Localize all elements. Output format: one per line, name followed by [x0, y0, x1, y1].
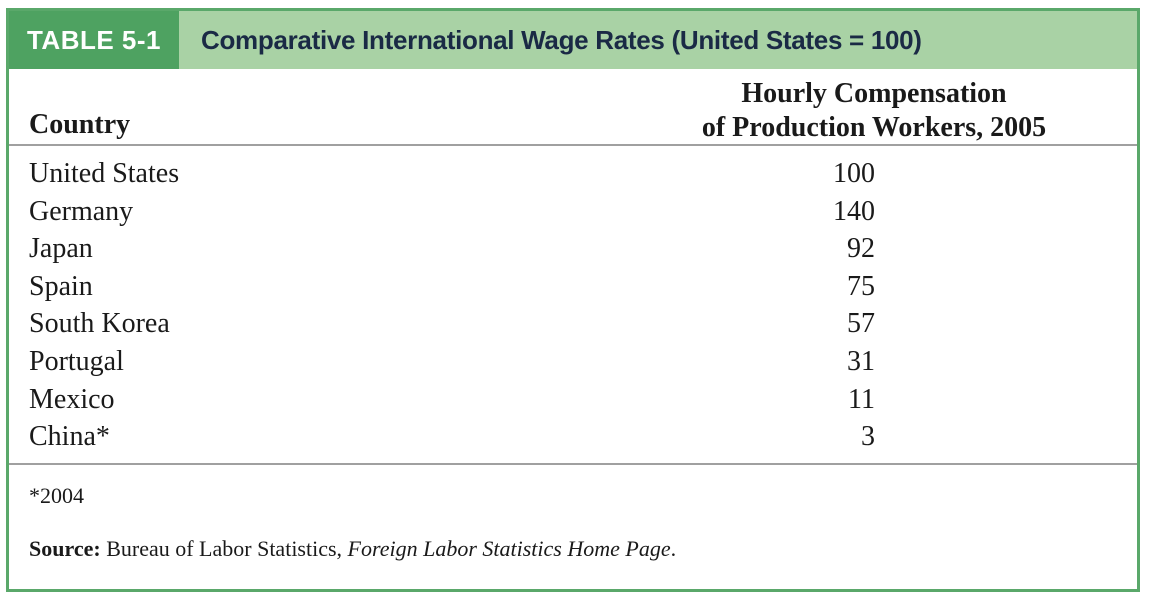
column-header-compensation: Hourly Compensation of Production Worker… — [629, 77, 1119, 145]
value-cell: 31 — [847, 345, 875, 377]
value-cell: 140 — [833, 195, 875, 227]
country-cell: Germany — [29, 195, 134, 227]
table-body: United States 100 Germany 140 Japan 92 S… — [9, 155, 1137, 456]
country-cell: China* — [29, 421, 110, 453]
table-row: China* 3 — [9, 418, 1137, 456]
column-header-country: Country — [29, 109, 131, 140]
table-title: Comparative International Wage Rates (Un… — [201, 25, 922, 55]
table-row: Mexico 11 — [9, 381, 1137, 419]
column-header-compensation-line1: Hourly Compensation — [741, 78, 1007, 109]
value-cell: 75 — [847, 270, 875, 302]
table-row: Japan 92 — [9, 230, 1137, 268]
value-cell: 11 — [848, 383, 875, 415]
table-row: Portugal 31 — [9, 343, 1137, 381]
country-cell: Mexico — [29, 383, 115, 415]
table-row: Germany 140 — [9, 193, 1137, 231]
value-cell: 57 — [847, 308, 875, 340]
value-cell: 92 — [847, 233, 875, 265]
table-row: South Korea 57 — [9, 305, 1137, 343]
country-cell: Japan — [29, 233, 93, 265]
table-frame: TABLE 5-1 Comparative International Wage… — [6, 8, 1140, 592]
value-cell: 100 — [833, 158, 875, 189]
source-note: Source: Bureau of Labor Statistics, Fore… — [29, 536, 676, 562]
column-header-compensation-line2: of Production Workers, 2005 — [701, 112, 1047, 143]
source-end: . — [670, 536, 677, 561]
footnote: *2004 — [29, 483, 84, 508]
country-cell: United States — [29, 158, 180, 189]
header-divider — [9, 144, 1137, 146]
table-header: TABLE 5-1 Comparative International Wage… — [9, 11, 1137, 69]
source-label: Source: — [29, 536, 101, 561]
table-row: United States 100 — [9, 155, 1137, 193]
source-text: Bureau of Labor Statistics, — [100, 536, 348, 561]
table-number-label: TABLE 5-1 — [9, 11, 179, 69]
country-cell: Portugal — [29, 345, 124, 377]
table-row: Spain 75 — [9, 268, 1137, 306]
country-cell: South Korea — [29, 308, 170, 340]
country-cell: Spain — [29, 270, 93, 302]
value-cell: 3 — [861, 421, 875, 453]
source-publication: Foreign Labor Statistics Home Page — [347, 536, 671, 561]
footer-divider — [9, 463, 1137, 465]
